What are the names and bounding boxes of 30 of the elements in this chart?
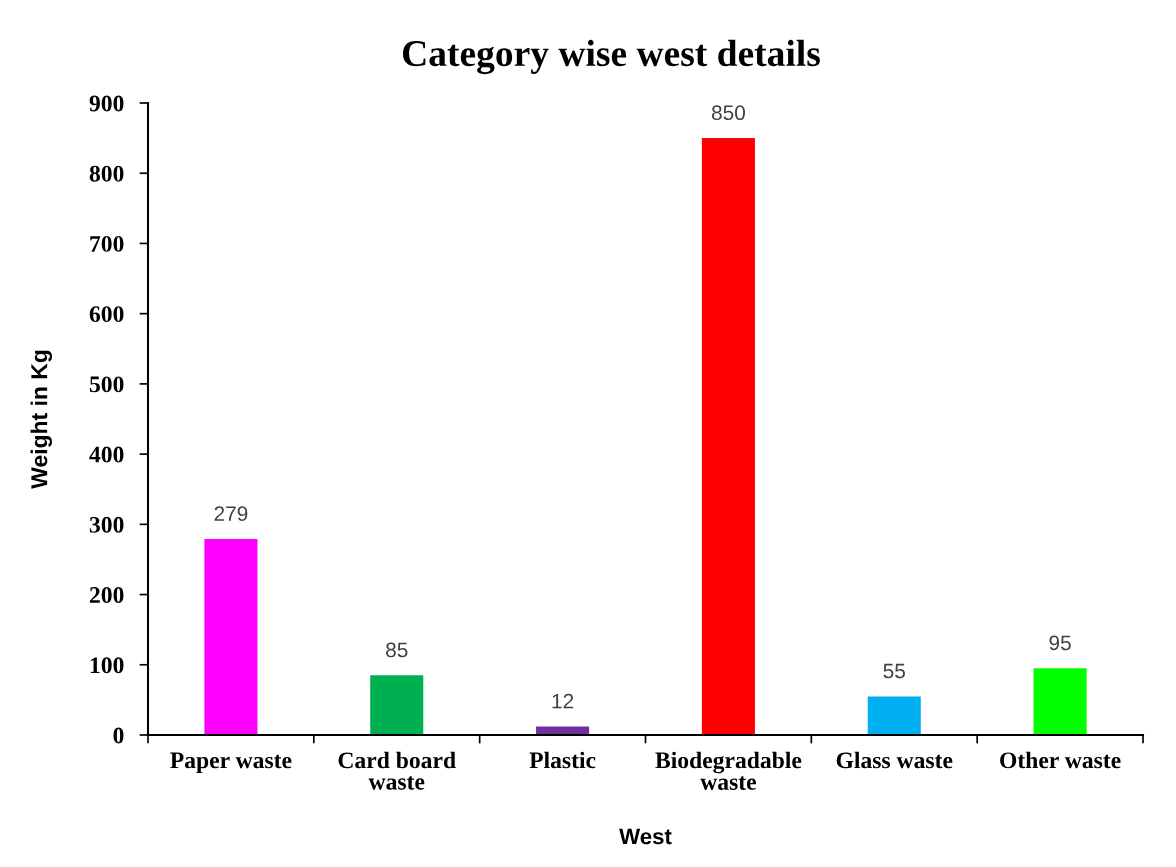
bar [1033, 668, 1087, 735]
data-label: 85 [386, 642, 408, 658]
x-tick-label: Biodegradable waste [655, 751, 802, 790]
x-tick-label: Card board waste [338, 751, 456, 790]
data-label: 12 [552, 693, 574, 709]
y-tick-label: 700 [90, 235, 124, 252]
y-tick-label: 900 [89, 95, 124, 112]
y-tick-label: 600 [89, 306, 124, 323]
x-tick-label: Glass waste [836, 751, 953, 769]
y-tick-label: 400 [89, 446, 124, 463]
bar [204, 539, 258, 735]
y-axis-title: Weight in Kg [30, 350, 52, 489]
bar [867, 696, 921, 735]
data-label: 279 [214, 506, 248, 522]
chart-title: Category wise west details [402, 39, 820, 75]
x-axis-title: West [619, 828, 672, 845]
bar [701, 138, 755, 735]
x-tick-label: Paper waste [170, 752, 292, 774]
y-tick-label: 300 [89, 516, 124, 533]
y-tick-label: 500 [89, 376, 124, 393]
x-tick-label: Other waste [1000, 751, 1121, 769]
data-label: 850 [711, 105, 745, 121]
data-label: 95 [1049, 635, 1071, 651]
y-tick-label: 100 [90, 657, 124, 674]
y-tick-label: 200 [89, 587, 124, 603]
data-label: 55 [883, 663, 905, 679]
y-tick-label: 800 [89, 165, 124, 182]
x-tick-label: Plastic [529, 751, 596, 769]
y-tick-label: 0 [113, 727, 124, 744]
bar [370, 675, 424, 735]
